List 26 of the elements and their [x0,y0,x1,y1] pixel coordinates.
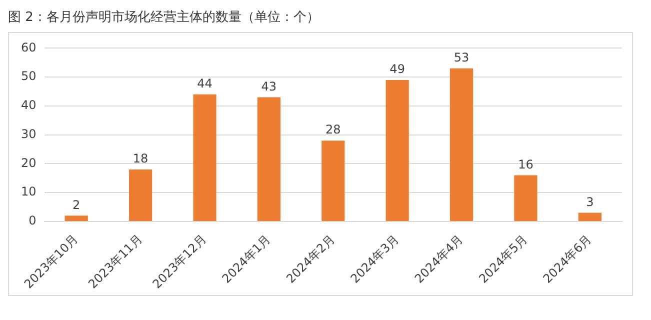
data-label: 16 [518,157,534,172]
data-label: 44 [197,76,212,91]
y-tick-label: 40 [20,98,36,112]
chart-title: 图 2：各月份声明市场化经营主体的数量（单位：个） [8,9,320,26]
bar [386,80,409,221]
bar [64,216,88,221]
data-label: 43 [261,79,277,94]
data-label: 53 [454,50,470,65]
data-label: 3 [586,194,594,209]
data-label: 18 [132,152,148,166]
y-tick-label: 0 [28,214,36,228]
y-tick-label: 50 [20,69,36,84]
bar [322,140,345,221]
bar [578,212,602,221]
y-tick-label: 20 [20,156,36,170]
bar [193,94,216,221]
data-label: 49 [390,62,405,76]
data-label: 2 [72,198,80,212]
bar [514,175,538,221]
bar [257,97,280,221]
y-tick-label: 60 [20,40,36,54]
y-tick-label: 10 [20,184,36,199]
data-label: 28 [325,122,341,137]
y-tick-label: 30 [20,126,36,141]
bar [129,169,152,221]
bar [450,68,474,221]
